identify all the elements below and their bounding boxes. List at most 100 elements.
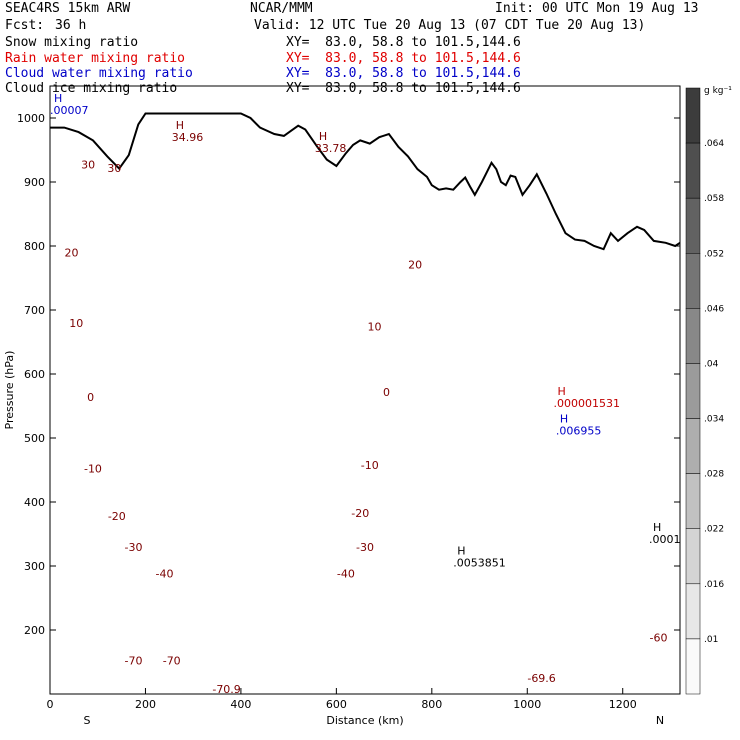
extremum-marker-1: H	[653, 521, 661, 534]
colorbar-tick-8: .016	[704, 580, 724, 590]
colorbar-tick-6: .028	[704, 470, 724, 480]
extremum-6: H.00007	[50, 92, 89, 117]
field-xy-cloud-water: XY= 83.0, 58.8 to 101.5,144.6	[286, 66, 521, 81]
colorbar-cell-9	[685, 583, 701, 640]
x-tick-label-0: 0	[47, 698, 54, 711]
colorbar-cell-8	[685, 528, 701, 585]
contour-label-11: -10	[84, 463, 102, 476]
extremum-0: H.0053851	[453, 544, 506, 569]
y-tick-label-600: 600	[24, 368, 45, 381]
y-tick-label-800: 800	[24, 240, 45, 253]
x-tick-label-400: 400	[230, 698, 251, 711]
init-time: Init: 00 UTC Mon 19 Aug 13	[495, 1, 699, 16]
y-tick-label-900: 900	[24, 176, 45, 189]
contour-label-18: 20	[408, 259, 422, 272]
x-tick-label-600: 600	[326, 698, 347, 711]
colorbar-cell-3	[685, 253, 701, 309]
extremum-value-6: .00007	[50, 104, 89, 117]
field-xy-snow: XY= 83.0, 58.8 to 101.5,144.6	[286, 35, 521, 50]
contour-label-9: -20	[108, 510, 126, 523]
terrain-outline	[50, 112, 680, 251]
valid-time: Valid: 12 UTC Tue 20 Aug 13 (07 CDT Tue …	[254, 18, 646, 33]
colorbar-tick-4: .04	[704, 359, 719, 369]
colorbar-cell-6	[685, 418, 701, 474]
colorbar-tick-7: .022	[704, 525, 724, 535]
contour-label-19: 30	[81, 159, 95, 172]
contour-label-13: 0	[87, 391, 94, 404]
plot-content: -70 -70 -70.9 -69.6 -60 -40 -40 -30 -30 -20 -20 -10…	[50, 92, 688, 694]
colorbar-cell-2	[685, 197, 701, 254]
field-xy-rain: XY= 83.0, 58.8 to 101.5,144.6	[286, 51, 521, 66]
extremum-value-2: .006955	[556, 425, 602, 438]
colorbar-tick-2: .052	[704, 249, 724, 259]
extremum-value-1: .00018	[649, 533, 688, 546]
contour-label-3: -69.6	[527, 672, 555, 685]
contour-label-8: -30	[356, 541, 374, 554]
colorbar-cell-7	[685, 473, 701, 529]
x-axis-label: Distance (km)	[326, 714, 403, 727]
extremum-4: H34.96	[172, 119, 204, 144]
y-tick-label-400: 400	[24, 496, 45, 509]
extremum-value-5: 33.78	[315, 142, 347, 155]
plot-frame	[49, 85, 681, 695]
extremum-marker-3: H	[558, 385, 566, 398]
extremum-1: H.00018	[649, 521, 688, 546]
extremum-value-0: .0053851	[453, 556, 506, 569]
x-tick-label-1000: 1000	[513, 698, 541, 711]
extremum-2: H.006955	[556, 413, 602, 438]
y-tick-label-500: 500	[24, 432, 45, 445]
x-tick-label-200: 200	[135, 698, 156, 711]
y-tick-label-700: 700	[24, 304, 45, 317]
colorbar-tick-9: .01	[704, 635, 718, 645]
terrain-fill	[50, 113, 680, 694]
extremum-value-4: 34.96	[172, 131, 204, 144]
field-name-cloud-ice: Cloud ice mixing ratio	[5, 81, 178, 96]
colorbar: .064 .058 .052 .046 .04 .034 .028 .022 .016 .01	[685, 87, 724, 695]
colorbar-cell-10	[685, 638, 701, 695]
field-name-rain: Rain water mixing ratio	[5, 51, 186, 66]
model-title: SEAC4RS 15km ARW	[5, 1, 131, 16]
contour-label-4: -60	[650, 632, 668, 645]
y-axis-label: Pressure (hPa)	[3, 351, 16, 430]
colorbar-tick-0: .064	[704, 139, 724, 149]
field-name-cloud-water: Cloud water mixing ratio	[5, 66, 193, 81]
field-xy-cloud-ice: XY= 83.0, 58.8 to 101.5,144.6	[286, 81, 521, 96]
contour-label-15: 10	[69, 317, 83, 330]
extremum-marker-5: H	[319, 130, 327, 143]
extremum-3: H.000001531	[554, 385, 620, 410]
contour-label-12: -10	[361, 459, 379, 472]
y-tick-label-200: 200	[24, 624, 45, 637]
center-title: NCAR/MMM	[250, 1, 313, 16]
colorbar-cell-4	[685, 308, 701, 364]
contour-label-1: -70	[163, 655, 181, 668]
contour-label-7: -30	[125, 541, 143, 554]
extremum-marker-4: H	[176, 119, 184, 132]
y-tick-label-300: 300	[24, 560, 45, 573]
plot-area: -70 -70 -70.9 -69.6 -60 -40 -40 -30 -30 -20 -20 -10…	[50, 92, 688, 694]
contour-label-10: -20	[351, 507, 369, 520]
x-tick-label-800: 800	[421, 698, 442, 711]
colorbar-tick-5: .034	[704, 415, 724, 425]
y-tick-label-1000: 1000	[17, 112, 45, 125]
colorbar-tick-3: .046	[704, 304, 724, 314]
colorbar-unit: g kg⁻¹	[704, 86, 732, 96]
contour-label-14: 0	[383, 386, 390, 399]
colorbar-cell-1	[685, 142, 701, 199]
extremum-value-3: .000001531	[554, 397, 620, 410]
contour-label-17: 20	[64, 246, 78, 259]
extremum-marker-6: H	[54, 92, 62, 105]
colorbar-tick-1: .058	[704, 194, 724, 204]
south-label: S	[84, 714, 91, 727]
extremum-marker-2: H	[560, 413, 568, 426]
contour-label-0: -70	[125, 655, 143, 668]
extremum-5: H33.78	[315, 130, 347, 155]
field-name-snow: Snow mixing ratio	[5, 35, 139, 50]
forecast-label: Fcst:	[5, 18, 45, 33]
colorbar-cell-0	[685, 87, 701, 144]
forecast-hours: 36 h	[55, 18, 87, 33]
contour-label-16: 10	[368, 321, 382, 334]
north-label: N	[656, 714, 664, 727]
extremum-marker-0: H	[457, 544, 465, 557]
